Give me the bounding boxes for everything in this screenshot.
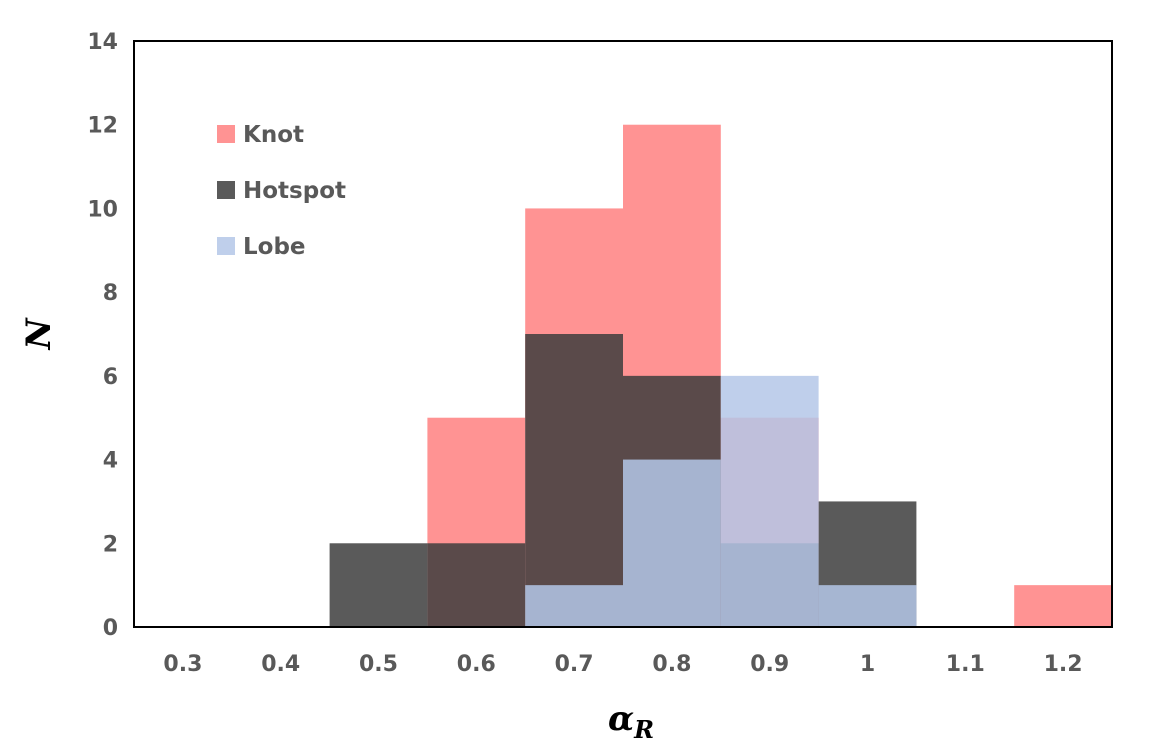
- y-tick-label: 8: [103, 281, 118, 306]
- hotspot-bar: [525, 334, 623, 627]
- lobe-bar: [623, 459, 721, 627]
- y-tick-label: 10: [87, 197, 118, 222]
- x-tick-label: 0.5: [359, 652, 398, 677]
- x-tick-label: 1.2: [1044, 652, 1083, 677]
- x-axis-label-symbol: α: [608, 699, 634, 739]
- bars-layer: [329, 124, 1112, 627]
- knot-bar: [1014, 585, 1112, 627]
- lobe-bar: [525, 585, 623, 627]
- y-tick-label: 12: [87, 114, 118, 139]
- legend-swatch-lobe: [217, 237, 235, 255]
- y-axis-label: N: [19, 317, 59, 351]
- legend-label-hotspot: Hotspot: [243, 178, 346, 204]
- legend-swatch-knot: [217, 125, 235, 143]
- lobe-bar: [720, 375, 819, 627]
- x-tick-label: 0.6: [457, 652, 496, 677]
- x-axis-label-subscript: R: [633, 715, 654, 744]
- hotspot-bar: [329, 543, 428, 627]
- plot-area-frame: [133, 40, 1113, 628]
- x-tick-label: 1.1: [946, 652, 985, 677]
- lobe-bar: [818, 585, 917, 627]
- legend-swatch-hotspot: [217, 181, 235, 199]
- y-tick-label: 6: [103, 365, 118, 390]
- x-tick-label: 0.3: [163, 652, 202, 677]
- legend-label-lobe: Lobe: [243, 234, 306, 260]
- y-tick-label: 4: [103, 449, 118, 474]
- y-tick-label: 14: [87, 30, 118, 55]
- x-tick-label: 0.4: [261, 652, 300, 677]
- x-tick-label: 0.9: [750, 652, 789, 677]
- y-tick-label: 0: [103, 616, 118, 641]
- hotspot-bar: [427, 543, 526, 627]
- y-axis-tick-labels: 0 2 4 6 8 10 12 14: [87, 30, 118, 641]
- x-axis-label: αR: [608, 699, 654, 744]
- legend-label-knot: Knot: [243, 122, 304, 148]
- x-axis-tick-labels: 0.3 0.4 0.5 0.6 0.7 0.8 0.9 1 1.1 1.2: [163, 652, 1082, 677]
- x-tick-label: 0.8: [652, 652, 691, 677]
- y-tick-label: 2: [103, 532, 118, 557]
- x-tick-label: 0.7: [555, 652, 594, 677]
- x-tick-label: 1: [860, 652, 875, 677]
- legend: Knot Hotspot Lobe: [217, 122, 346, 260]
